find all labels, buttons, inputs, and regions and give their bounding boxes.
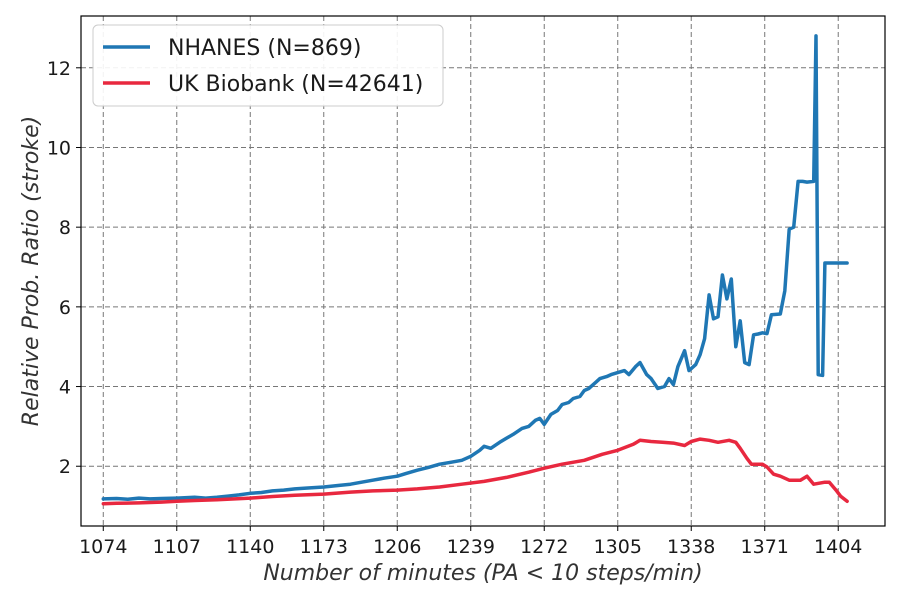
y-axis-ticks: 2 4 6 8 10 12	[47, 58, 81, 478]
series-line-0	[101, 34, 849, 502]
x-tick-label: 1107	[153, 536, 201, 558]
x-tick-label: 1074	[79, 536, 127, 558]
legend-label-1: UK Biobank (N=42641)	[168, 72, 423, 97]
x-tick-label: 1404	[814, 536, 862, 558]
x-tick-label: 1206	[373, 536, 421, 558]
legend: NHANES (N=869) UK Biobank (N=42641)	[92, 24, 444, 107]
y-tick-label: 6	[59, 297, 71, 319]
x-tick-label: 1239	[447, 536, 495, 558]
legend-label-0: NHANES (N=869)	[168, 36, 361, 61]
legend-frame	[92, 24, 444, 107]
y-tick-label: 4	[59, 377, 71, 399]
y-tick-label: 10	[47, 137, 71, 159]
x-tick-label: 1371	[741, 536, 789, 558]
x-tick-label: 1173	[300, 536, 348, 558]
y-tick-label: 8	[59, 217, 71, 239]
y-tick-label: 12	[47, 58, 71, 80]
plot-frame	[80, 15, 886, 527]
series-line-1	[101, 437, 849, 506]
x-axis-ticks: 1074 1107 1140 1173 1206 1239 1272 1305 1338 1371…	[79, 526, 862, 558]
y-axis-title: Relative Prob. Ratio (stroke)	[19, 116, 44, 426]
y-tick-label: 2	[59, 456, 71, 478]
x-tick-label: 1272	[520, 536, 568, 558]
x-tick-label: 1305	[594, 536, 642, 558]
x-tick-label: 1140	[226, 536, 274, 558]
series-lines	[101, 34, 849, 506]
x-tick-label: 1338	[667, 536, 715, 558]
x-axis-title: Number of minutes (PA < 10 steps/min)	[263, 561, 702, 586]
